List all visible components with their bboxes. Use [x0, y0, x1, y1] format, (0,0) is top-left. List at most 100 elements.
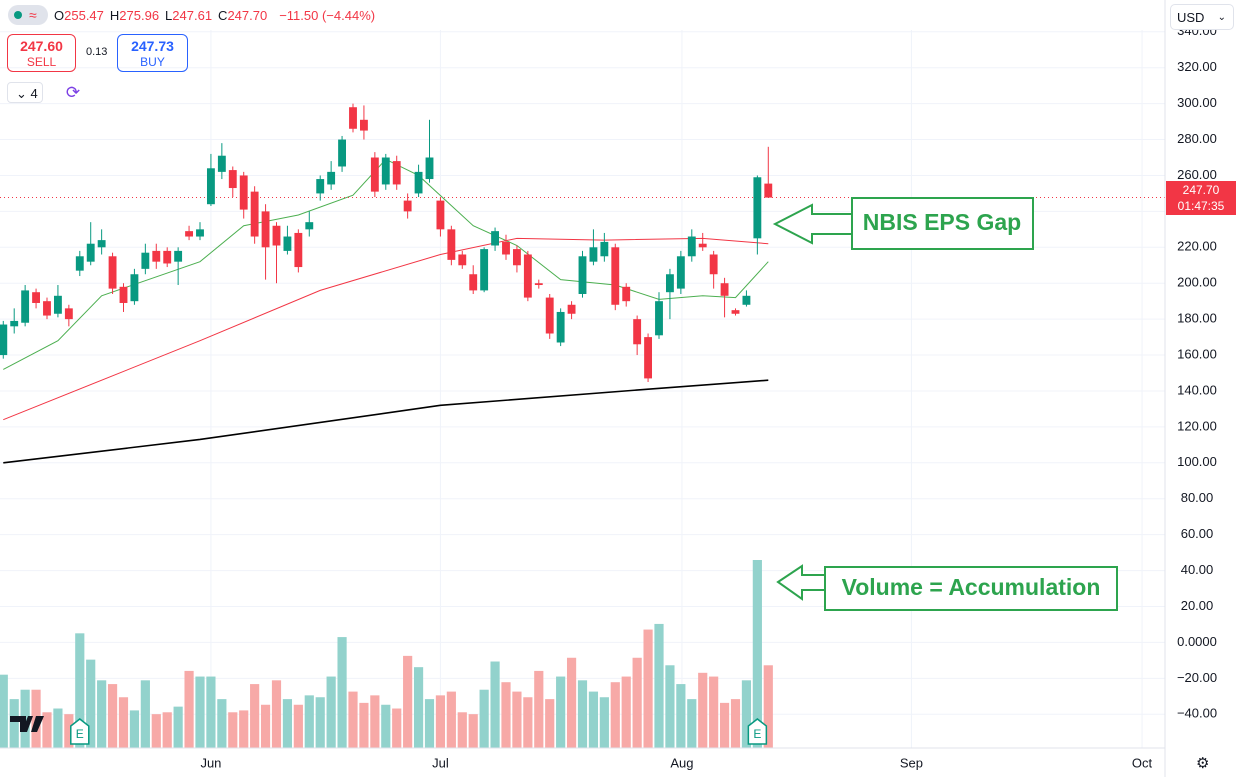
candle-body [676, 256, 685, 289]
candle-body [272, 225, 281, 246]
tv-logo [10, 716, 44, 732]
earnings-label: E [753, 727, 761, 741]
candle-body [523, 254, 532, 298]
candle-body [731, 310, 740, 314]
volume-bar [260, 704, 271, 748]
candle-body [545, 297, 554, 334]
volume-bar [403, 655, 413, 748]
candle-body [578, 256, 587, 294]
volume-bar [610, 682, 620, 748]
y-tick-label: 120.00 [1177, 418, 1217, 433]
y-tick-label: 140.00 [1177, 382, 1217, 397]
ohlc-header: ≈ O255.47 H275.96 L247.61 C247.70 −11.50 (−… [8, 5, 375, 25]
candle-body [403, 200, 412, 212]
volume-bar [730, 699, 741, 748]
candle-body [185, 231, 194, 237]
interval-toggle[interactable]: ⌄ 4 [7, 82, 43, 103]
candle-body [644, 337, 653, 379]
volume-bar [0, 674, 8, 748]
volume-bar [577, 680, 588, 748]
candle-body [152, 250, 161, 262]
candle-body [534, 283, 543, 286]
volume-bar [523, 697, 533, 748]
candle-body [174, 250, 183, 262]
candle-body [764, 183, 773, 198]
candle-body [556, 311, 565, 343]
candle-body [10, 320, 19, 327]
volume-bar [709, 676, 719, 748]
candle-body [589, 247, 598, 262]
volume-bar [763, 665, 773, 748]
candle-body [217, 155, 226, 172]
candle-body [130, 274, 139, 302]
candle-body [250, 191, 259, 237]
volume-bar [271, 680, 282, 748]
gap-annotation: NBIS EPS Gap [772, 197, 1034, 250]
volume-bar [512, 691, 522, 748]
candle-body [480, 249, 489, 291]
ohlc-value: 247.70 [227, 7, 268, 23]
candle-body [414, 171, 423, 194]
candle-body [665, 274, 674, 293]
volume-bar [490, 661, 500, 748]
currency-select[interactable]: USD ⌄ [1170, 4, 1234, 30]
y-tick-label: −40.00 [1177, 706, 1217, 721]
candle-body [720, 283, 729, 296]
candle-body [567, 304, 576, 314]
candle-body [32, 292, 40, 303]
volume-bar [195, 676, 205, 748]
volume-bar [326, 676, 336, 748]
sell-button[interactable]: 247.60 SELL [7, 34, 76, 72]
countdown: 01:47:35 [1177, 198, 1225, 213]
status-pill[interactable]: ≈ [8, 5, 48, 25]
settings[interactable]: ⚙ [1196, 755, 1210, 772]
volume-bar [468, 714, 478, 748]
x-tick-label: Sep [900, 755, 923, 770]
candle-body [75, 256, 84, 271]
candle-body [349, 107, 357, 129]
spread: 0.13 [86, 46, 108, 58]
volume-bar [53, 708, 63, 748]
volume-bar [129, 710, 140, 748]
earnings-badge [747, 718, 768, 745]
candle-body [512, 249, 521, 266]
volume-bar [315, 697, 325, 748]
candle-body [338, 139, 347, 167]
volume-bar [381, 704, 391, 748]
candle-body [316, 179, 325, 194]
volume-bar [359, 702, 369, 748]
volume-bar [250, 684, 260, 748]
candle-body [327, 171, 336, 185]
volume-bar [304, 695, 314, 748]
y-tick-label: 160.00 [1177, 346, 1217, 361]
y-tick-label: −20.00 [1177, 670, 1217, 685]
volume-bar [632, 657, 642, 748]
buy-button[interactable]: 247.73 BUY [117, 34, 188, 72]
volume-bar [239, 710, 249, 748]
volume-bar [566, 657, 577, 748]
volume-bar [413, 667, 424, 748]
volume-bar [228, 712, 238, 748]
annotation-box [851, 197, 1034, 250]
y-tick-label: 300.00 [1177, 95, 1217, 110]
x-tick-label: Aug [670, 755, 693, 770]
ohlc-label: C [218, 7, 228, 23]
candle-body [228, 170, 237, 189]
volume-bar [752, 560, 762, 748]
volume-bar [534, 670, 544, 748]
refresh[interactable]: ⟳ [65, 83, 81, 102]
candle-body [196, 229, 204, 237]
candle-body [53, 295, 62, 314]
volume-bar [392, 708, 402, 748]
candle-body [86, 243, 95, 262]
candle-body [709, 254, 718, 275]
volume-bar [698, 672, 708, 748]
volume-bar [206, 676, 216, 748]
volume-bar [9, 699, 19, 748]
volume-bar [501, 682, 511, 748]
volume-bar [293, 704, 303, 748]
volume-bar [676, 684, 686, 748]
candle-body [600, 241, 609, 257]
candle-body [206, 168, 215, 205]
